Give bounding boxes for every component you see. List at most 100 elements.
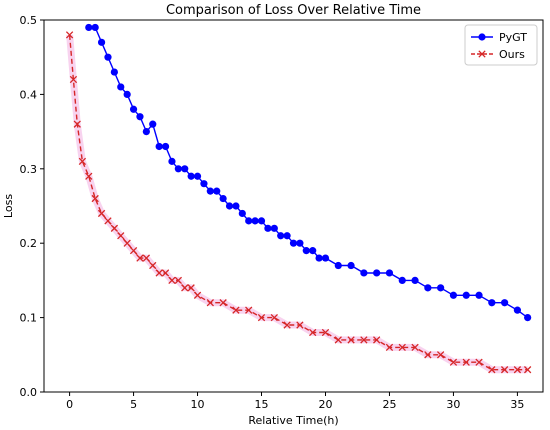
series-ours-point bbox=[513, 366, 522, 374]
series-pygt-point bbox=[232, 202, 240, 210]
series-ours-point bbox=[424, 351, 432, 359]
x-tick-label: 0 bbox=[66, 398, 73, 411]
series-pygt-point bbox=[193, 172, 202, 180]
series-ours-point bbox=[78, 157, 87, 166]
series-pygt-point bbox=[104, 53, 112, 61]
series-ours-point bbox=[69, 75, 78, 84]
series-ours-point bbox=[475, 358, 483, 366]
x-tick-label: 30 bbox=[446, 398, 460, 411]
series-ours-point bbox=[232, 306, 240, 314]
series-ours-point bbox=[187, 284, 195, 292]
series-ours-point bbox=[373, 336, 381, 344]
series-pygt-point bbox=[513, 306, 522, 314]
legend-ours-label: Ours bbox=[499, 48, 525, 61]
legend-pygt-label: PyGT bbox=[499, 31, 527, 44]
series-ours-point bbox=[321, 328, 330, 337]
series-ours-point bbox=[85, 172, 93, 180]
chart-title: Comparison of Loss Over Relative Time bbox=[166, 3, 421, 18]
series-ours-point bbox=[174, 276, 183, 285]
series-ours-point bbox=[462, 358, 470, 366]
series-pygt-point bbox=[200, 180, 208, 188]
plot-area bbox=[65, 23, 532, 374]
series-ours-point bbox=[97, 209, 106, 218]
series-pygt-point bbox=[315, 254, 323, 262]
series-pygt-point bbox=[117, 83, 125, 91]
y-tick-label: 0.4 bbox=[20, 88, 38, 101]
series-ours-point bbox=[309, 328, 317, 337]
series-ours-point bbox=[149, 261, 157, 270]
legend-pygt-marker bbox=[478, 33, 486, 41]
series-pygt-point bbox=[91, 23, 99, 32]
x-tick-label: 5 bbox=[130, 398, 137, 411]
series-ours-point bbox=[334, 336, 342, 344]
series-ours-point bbox=[523, 366, 532, 374]
series-pygt-point bbox=[85, 23, 93, 32]
series-ours-point bbox=[136, 254, 144, 262]
series-pygt-point bbox=[149, 120, 157, 128]
series-pygt-point bbox=[225, 202, 234, 210]
series-pygt-point bbox=[257, 217, 266, 225]
series-ours-point bbox=[488, 366, 496, 374]
series-pygt-point bbox=[110, 68, 118, 76]
series-ours-point bbox=[168, 276, 176, 285]
y-tick-label: 0.1 bbox=[20, 312, 38, 325]
series-pygt-point bbox=[264, 224, 272, 232]
series-pygt-point bbox=[385, 269, 394, 277]
series-pygt-point bbox=[296, 239, 304, 247]
series-pygt-point bbox=[398, 276, 406, 284]
series-ours-point bbox=[347, 336, 355, 344]
series-pygt-point bbox=[251, 217, 259, 225]
series-ours-band bbox=[66, 34, 528, 374]
series-pygt-point bbox=[411, 276, 419, 284]
series-ours-point bbox=[219, 299, 227, 307]
y-tick-label: 0.5 bbox=[20, 14, 38, 27]
series-ours-point bbox=[91, 194, 99, 203]
series-ours-point bbox=[449, 358, 458, 366]
series-ours-point bbox=[411, 343, 419, 352]
series-ours-point bbox=[500, 366, 509, 374]
series-pygt-point bbox=[524, 314, 532, 322]
series-pygt-point bbox=[181, 165, 189, 173]
series-ours-point bbox=[283, 321, 291, 329]
series-ours-point bbox=[155, 269, 163, 277]
series-ours-point bbox=[398, 343, 406, 352]
series-ours-line bbox=[68, 34, 528, 371]
series-pygt-point bbox=[334, 261, 342, 270]
series-pygt-point bbox=[238, 209, 246, 218]
series-ours-point bbox=[104, 217, 112, 225]
series-ours-point bbox=[142, 254, 151, 262]
series-pygt-point bbox=[155, 142, 163, 151]
y-axis-label: Loss bbox=[2, 194, 15, 218]
series-ours-point bbox=[270, 313, 278, 322]
y-tick-label: 0.3 bbox=[20, 163, 38, 176]
series-pygt-point bbox=[270, 224, 278, 232]
series-ours-point bbox=[206, 299, 214, 307]
series-pygt-point bbox=[373, 269, 381, 277]
series-pygt-point bbox=[437, 284, 445, 292]
series-ours-point bbox=[245, 306, 253, 314]
series-pygt-point bbox=[501, 299, 509, 307]
series-ours-point bbox=[193, 291, 202, 299]
series-pygt-point bbox=[129, 105, 138, 113]
y-tick-label: 0.0 bbox=[20, 386, 38, 399]
series-pygt-point bbox=[168, 157, 176, 165]
series-pygt-point bbox=[277, 232, 285, 240]
series-pygt-point bbox=[488, 299, 496, 307]
legend: PyGT Ours bbox=[464, 24, 538, 66]
series-pygt-point bbox=[213, 187, 221, 195]
series-ours-point bbox=[181, 284, 189, 292]
series-ours-point bbox=[123, 239, 131, 247]
series-ours-point bbox=[257, 313, 266, 322]
series-pygt-point bbox=[302, 247, 310, 255]
series-pygt-point bbox=[174, 165, 182, 173]
legend-ours-marker bbox=[478, 50, 486, 58]
plot-frame bbox=[43, 19, 544, 393]
series-ours-point bbox=[110, 224, 119, 232]
series-pygt bbox=[85, 23, 532, 322]
series-pygt-point bbox=[449, 291, 458, 299]
series-pygt-point bbox=[360, 269, 368, 277]
series-ours-point bbox=[161, 269, 170, 277]
series-pygt-point bbox=[97, 38, 106, 46]
series-pygt-point bbox=[475, 291, 483, 299]
